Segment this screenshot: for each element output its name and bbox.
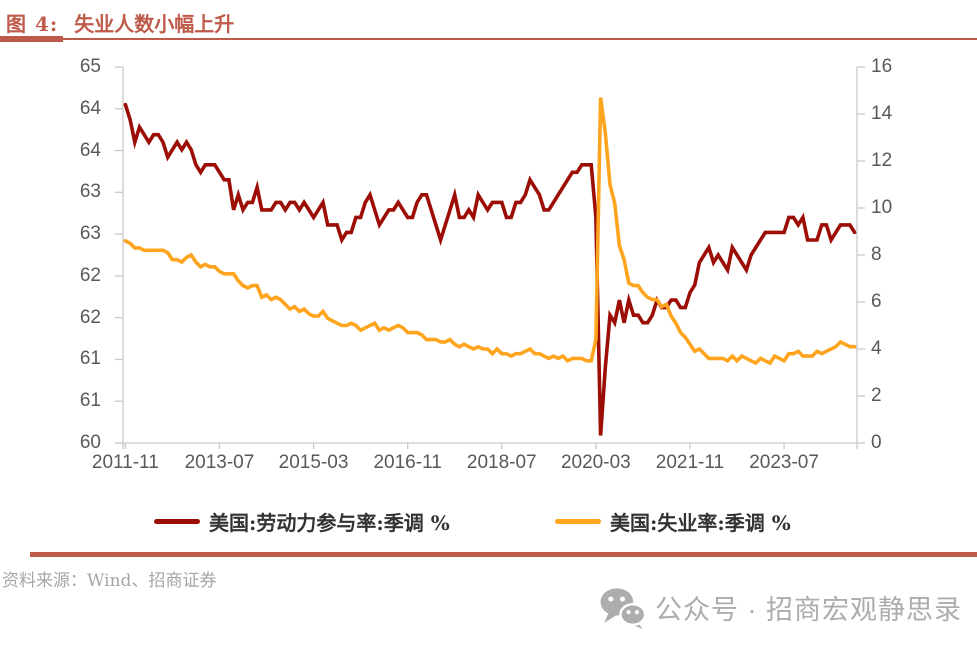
x-axis-tick-label: 2020-03 xyxy=(560,452,631,473)
right-axis-tick-label: 4 xyxy=(871,338,882,359)
right-axis-tick-label: 6 xyxy=(871,291,882,312)
left-axis-tick-label: 62 xyxy=(79,306,101,328)
left-axis-tick-label: 61 xyxy=(79,348,101,370)
right-axis-tick-label: 12 xyxy=(871,150,893,171)
right-axis-tick-label: 2 xyxy=(871,385,882,406)
figure-title: 图 4: 失业人数小幅上升 xyxy=(6,8,234,37)
x-axis-tick-label: 2013-07 xyxy=(184,452,255,473)
right-axis-tick-label: 14 xyxy=(871,103,893,124)
legend-item-participation: 美国:劳动力参与率:季调 % xyxy=(154,508,450,535)
source-label: 资料来源： xyxy=(2,571,87,591)
left-axis-tick-label: 60 xyxy=(79,432,101,453)
wechat-icon xyxy=(600,588,646,629)
x-axis-tick-label: 2021-11 xyxy=(655,452,725,473)
left-axis-tick-label: 61 xyxy=(79,390,101,412)
participation-line-swatch xyxy=(154,518,200,524)
title-underline-accent xyxy=(0,36,63,42)
x-axis-tick-label: 2016-11 xyxy=(373,452,442,473)
right-axis-tick-label: 8 xyxy=(871,244,882,265)
participation-rate-line xyxy=(123,102,857,436)
watermark-text: 公众号 · 招商宏观静思录 xyxy=(655,595,962,625)
unemployment-rate-line xyxy=(123,97,857,366)
left-axis-tick-label: 62 xyxy=(79,264,101,286)
figure-title-text: 失业人数小幅上升 xyxy=(74,12,235,36)
x-axis-tick-label: 2015-03 xyxy=(278,452,349,473)
right-axis-tick-label: 10 xyxy=(871,197,893,218)
figure-number: 图 4: xyxy=(6,12,59,36)
unemployment-line-swatch xyxy=(555,518,601,524)
x-axis-tick-label: 2023-07 xyxy=(749,452,819,473)
axes xyxy=(115,66,865,449)
right-axis-tick-label: 16 xyxy=(871,56,893,77)
legend-label-participation: 美国:劳动力参与率:季调 % xyxy=(209,510,450,535)
left-axis-tick-label: 63 xyxy=(79,223,101,245)
left-axis-tick-label: 64 xyxy=(79,139,101,161)
left-axis-tick-label: 64 xyxy=(79,97,101,119)
watermark: 公众号 · 招商宏观静思录 xyxy=(599,586,962,629)
source-note: 资料来源：Wind、招商证券 xyxy=(2,566,216,591)
legend-item-unemployment: 美国:失业率:季调 % xyxy=(555,508,791,535)
x-axis-tick-label: 2011-11 xyxy=(91,452,159,473)
footer-divider xyxy=(30,552,977,557)
title-underline xyxy=(30,38,977,40)
legend-label-unemployment: 美国:失业率:季调 % xyxy=(610,510,791,535)
left-axis-tick-label: 65 xyxy=(79,56,101,77)
left-axis-tick-label: 63 xyxy=(79,181,101,203)
right-axis-tick-label: 0 xyxy=(871,432,882,453)
x-axis-tick-label: 2018-07 xyxy=(466,452,537,473)
source-text: Wind、招商证券 xyxy=(87,571,217,591)
